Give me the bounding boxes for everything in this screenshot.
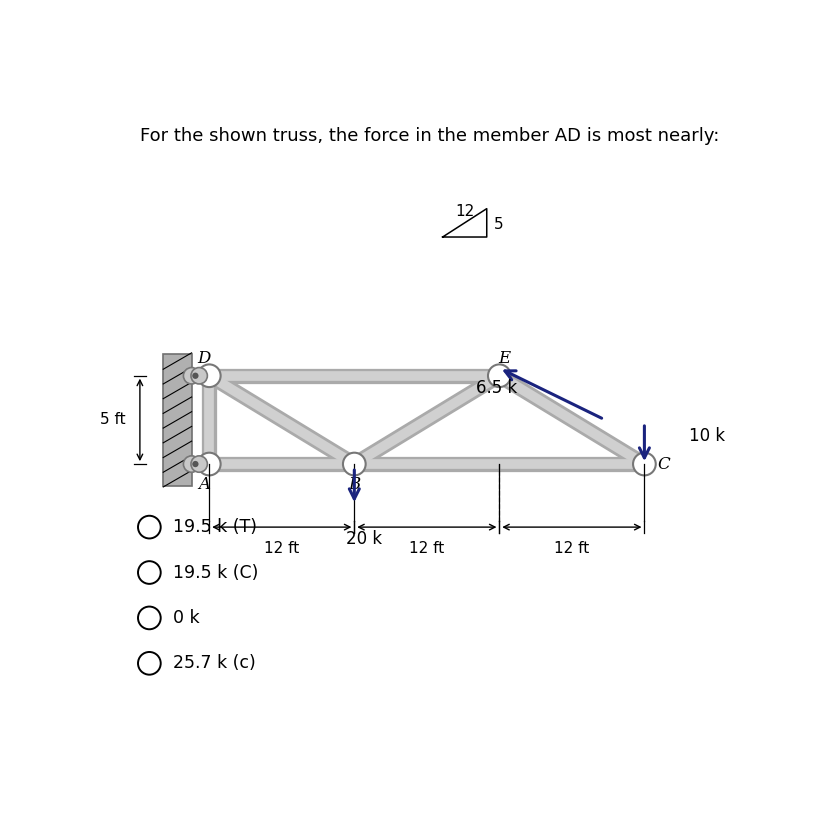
Text: 12 ft: 12 ft	[409, 541, 445, 556]
Text: A: A	[198, 476, 211, 493]
Text: 0 k: 0 k	[174, 609, 200, 627]
Text: 25.7 k (c): 25.7 k (c)	[174, 654, 256, 672]
Circle shape	[192, 461, 199, 467]
Circle shape	[488, 364, 511, 387]
Text: 10 k: 10 k	[689, 427, 725, 445]
Text: 19.5 k (C): 19.5 k (C)	[174, 563, 258, 581]
Circle shape	[138, 516, 161, 538]
Text: 5: 5	[494, 217, 504, 232]
Text: E: E	[498, 350, 510, 367]
Circle shape	[198, 364, 221, 387]
Circle shape	[343, 453, 366, 475]
Text: D: D	[197, 350, 211, 367]
Text: 12: 12	[455, 204, 474, 219]
Circle shape	[191, 456, 207, 473]
Circle shape	[138, 652, 161, 675]
Text: 12 ft: 12 ft	[555, 541, 590, 556]
Circle shape	[198, 453, 221, 475]
Text: 6.5 k: 6.5 k	[476, 379, 517, 397]
Text: For the shown truss, the force in the member AD is most nearly:: For the shown truss, the force in the me…	[140, 127, 720, 145]
Text: B: B	[348, 476, 361, 493]
Text: C: C	[657, 455, 670, 473]
Bar	[164, 354, 191, 486]
Circle shape	[633, 453, 656, 475]
Text: 20 k: 20 k	[346, 530, 382, 548]
Circle shape	[184, 368, 200, 384]
Circle shape	[191, 368, 207, 384]
Text: 19.5 k (T): 19.5 k (T)	[174, 518, 258, 536]
Circle shape	[184, 456, 200, 473]
Circle shape	[192, 373, 199, 379]
Circle shape	[138, 607, 161, 629]
Text: 12 ft: 12 ft	[264, 541, 300, 556]
Text: 5 ft: 5 ft	[101, 413, 126, 428]
Circle shape	[138, 561, 161, 584]
